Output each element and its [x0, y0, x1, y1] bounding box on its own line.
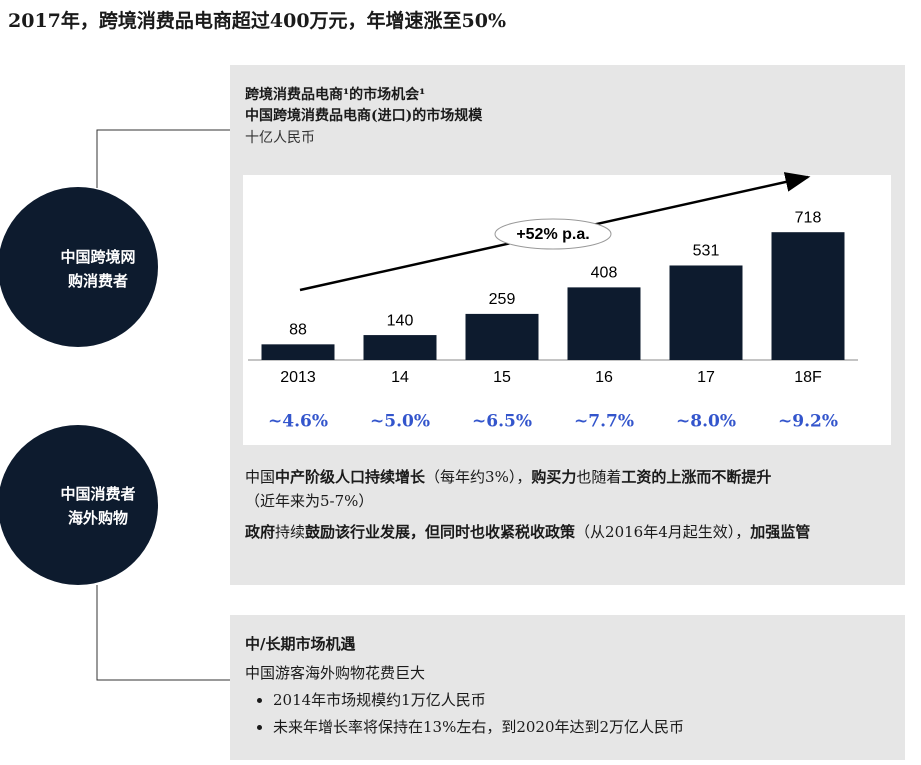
paragraph: 中国中产阶级人口持续增长（每年约3%），购买力也随着工资的上涨而不断提升 （近年来… — [245, 465, 895, 513]
growth-label: ~8.0% — [676, 412, 736, 432]
text: 也随着 — [576, 468, 622, 486]
outlook: 中国游客海外购物花费巨大 2014年市场规模约1万亿人民币 未来年增长率将保持在… — [245, 662, 885, 741]
value-label: 140 — [387, 312, 414, 329]
circle — [0, 187, 158, 347]
x-tick-label: 14 — [391, 369, 409, 386]
text: 购买力 — [531, 468, 577, 486]
annotation: +52% p.a. — [516, 226, 589, 243]
circle-label: 中国跨境网 — [60, 248, 135, 266]
circle-label: 海外购物 — [68, 509, 128, 527]
circle-label: 中国消费者 — [60, 485, 135, 503]
bar — [465, 313, 539, 360]
text: 鼓励该行业发展，但同时也收紧税收政策 — [305, 523, 576, 541]
bar — [261, 344, 335, 360]
bar — [567, 287, 641, 360]
bullet-list: 2014年市场规模约1万亿人民币 未来年增长率将保持在13%左右，到2020年达… — [245, 687, 885, 741]
growth-label: ~5.0% — [370, 412, 430, 432]
connector — [96, 585, 230, 681]
value-label: 259 — [489, 291, 516, 308]
growth-label: ~9.2% — [778, 412, 838, 432]
bar — [771, 232, 845, 360]
bullet: 未来年增长率将保持在13%左右，到2020年达到2万亿人民币 — [273, 714, 885, 741]
outlook-line: 中国游客海外购物花费巨大 — [245, 664, 426, 682]
slide-title: 2017年，跨境消费品电商超过400万元，年增速涨至50% — [8, 10, 507, 32]
value-label: 408 — [591, 265, 618, 282]
x-tick-label: 16 — [595, 369, 613, 386]
paragraph: 政府持续鼓励该行业发展，但同时也收紧税收政策（从2016年4月起生效），加强监管 — [245, 520, 895, 544]
bullet: 2014年市场规模约1万亿人民币 — [273, 687, 885, 714]
growth-label: ~6.5% — [472, 412, 532, 432]
annotation-bubble — [494, 218, 612, 250]
bar — [669, 265, 743, 360]
panel-heading: 中/长期市场机遇 — [245, 635, 356, 653]
value-label: 88 — [289, 322, 307, 339]
growth-label: ~4.6% — [268, 412, 328, 432]
text: 加强监管 — [750, 523, 811, 541]
text: 中产阶级人口持续增长 — [275, 468, 426, 486]
value-label: 531 — [693, 243, 720, 260]
x-tick-label: 15 — [493, 369, 511, 386]
text: （近年来为5-7%） — [245, 492, 374, 510]
chart-title: 跨境消费品电商¹的市场机会¹ — [245, 87, 426, 103]
x-tick-label: 18F — [794, 369, 822, 386]
bar — [363, 335, 437, 360]
text: 政府 — [245, 523, 276, 541]
x-tick-label: 2013 — [280, 369, 316, 386]
text: 工资的上涨而不断提升 — [621, 468, 772, 486]
bottom-panel — [230, 615, 905, 760]
text: 持续 — [275, 523, 306, 541]
unit: 十亿人民币 — [245, 130, 315, 146]
x-tick-label: 17 — [697, 369, 715, 386]
chart-subtitle: 中国跨境消费品电商(进口)的市场规模 — [245, 108, 483, 124]
text: 中国 — [245, 468, 276, 486]
circle — [0, 425, 158, 585]
value-label: 718 — [795, 209, 822, 226]
circle-label: 购消费者 — [68, 272, 128, 290]
bars: 88 2013 ~4.6% 140 14 ~5.0% 259 15 ~6.5% 408 16 ~7.7… — [261, 209, 845, 432]
connector — [96, 129, 230, 188]
growth-label: ~7.7% — [574, 412, 634, 432]
text: （每年约3%）， — [425, 468, 532, 486]
text: （从2016年4月起生效）， — [575, 523, 751, 541]
